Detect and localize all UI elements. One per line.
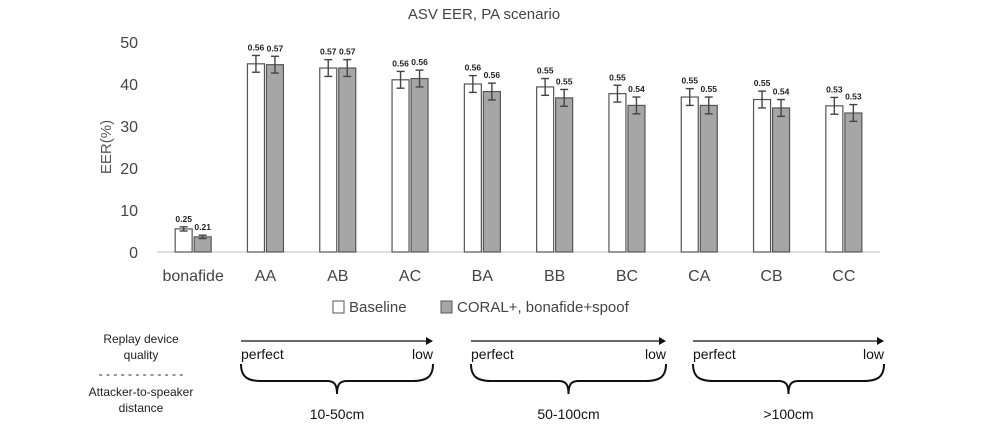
x-tick-label: AA [255, 268, 277, 285]
bar-coral-AC [410, 77, 429, 253]
bar-coral-CA [699, 104, 718, 253]
x-tick-label: bonafide [162, 268, 223, 285]
label-replay-device: Replay device [103, 332, 179, 346]
distance-brace [692, 363, 885, 395]
bar-baseline-BB [536, 86, 555, 253]
data-label: 0.55 [754, 78, 771, 88]
arrow-head-icon [659, 337, 666, 345]
x-tick-label: BC [616, 268, 638, 285]
distance-label: 10-50cm [310, 406, 364, 422]
data-label: 0.55 [681, 76, 698, 86]
legend: Baseline CORAL+, bonafide+spoof [332, 299, 630, 316]
x-tick-label: BB [544, 268, 565, 285]
quality-end-label: low [412, 346, 434, 362]
bar-coral-CC [844, 112, 863, 253]
data-label: 0.53 [845, 92, 862, 102]
label-quality: quality [124, 348, 159, 362]
annotation-group: perfect low >100cm [692, 337, 885, 422]
legend-label-coral: CORAL+, bonafide+spoof [457, 299, 630, 316]
data-label: 0.56 [484, 70, 501, 80]
data-label: 0.56 [392, 58, 409, 68]
bar-coral-CB [771, 107, 791, 253]
quality-start-label: perfect [241, 346, 284, 362]
bar-baseline-BA [463, 83, 482, 253]
distance-brace [470, 363, 667, 395]
x-tick-label: CC [832, 268, 855, 285]
label-attacker-to-speaker: Attacker-to-speaker [89, 385, 194, 399]
data-label: 0.56 [465, 63, 482, 73]
data-label: 0.57 [320, 47, 337, 57]
data-label: 0.57 [339, 47, 356, 57]
bar-coral-BC [627, 104, 646, 253]
y-tick-label: 0 [129, 245, 138, 262]
distance-label: 50-100cm [537, 406, 599, 422]
label-distance: distance [119, 401, 164, 415]
data-label: 0.57 [267, 43, 284, 53]
bar-baseline-BC [608, 93, 627, 253]
bar-coral-AB [338, 67, 357, 253]
legend-swatch-baseline [332, 300, 345, 314]
quality-start-label: perfect [471, 346, 514, 362]
bar-baseline-CB [752, 98, 772, 253]
data-label: 0.55 [609, 72, 626, 82]
distance-label: >100cm [763, 406, 813, 422]
bar-baseline-CA [680, 96, 699, 253]
data-label: 0.21 [194, 222, 211, 232]
data-label: 0.56 [411, 57, 428, 67]
x-tick-label: BA [472, 268, 494, 285]
quality-start-label: perfect [693, 346, 736, 362]
data-label: 0.54 [773, 87, 790, 97]
y-tick-label: 50 [120, 35, 138, 52]
x-tick-label: CB [760, 268, 782, 285]
annotation-group: perfect low 10-50cm [240, 337, 434, 422]
label-divider: - - - - - - - - - - - - [99, 367, 184, 381]
legend-label-baseline: Baseline [349, 299, 407, 316]
x-tick-label: AC [399, 268, 421, 285]
annotation-group: perfect low 50-100cm [470, 337, 667, 422]
bar-coral-BA [482, 90, 501, 253]
y-tick-label: 10 [120, 203, 138, 220]
bar-baseline-AC [391, 79, 410, 253]
bar-baseline-CC [825, 105, 844, 253]
y-tick-label: 30 [120, 119, 138, 136]
y-tick-label: 40 [120, 77, 138, 94]
arrow-head-icon [877, 337, 884, 345]
x-tick-label: CA [688, 268, 711, 285]
data-label: 0.55 [700, 84, 717, 94]
distance-brace [240, 363, 434, 395]
bar-coral-BB [555, 97, 574, 253]
x-tick-label: AB [327, 268, 348, 285]
y-axis-label: EER(%) [98, 120, 115, 174]
data-label: 0.55 [537, 66, 554, 76]
data-label: 0.25 [175, 214, 192, 224]
data-label: 0.54 [628, 84, 645, 94]
data-label: 0.55 [556, 76, 573, 86]
chart-title: ASV EER, PA scenario [408, 6, 560, 23]
data-label: 0.56 [248, 42, 265, 52]
data-label: 0.53 [826, 84, 843, 94]
y-tick-label: 20 [120, 161, 138, 178]
quality-end-label: low [863, 346, 885, 362]
bar-baseline-AB [319, 67, 338, 253]
bar-baseline-bonafide [174, 228, 193, 253]
annotation-row-labels: Replay device quality - - - - - - - - - … [89, 332, 194, 415]
bar-baseline-AA [246, 63, 266, 253]
legend-swatch-coral [440, 300, 453, 314]
bar-coral-AA [265, 64, 285, 253]
quality-end-label: low [645, 346, 667, 362]
arrow-head-icon [426, 337, 433, 345]
